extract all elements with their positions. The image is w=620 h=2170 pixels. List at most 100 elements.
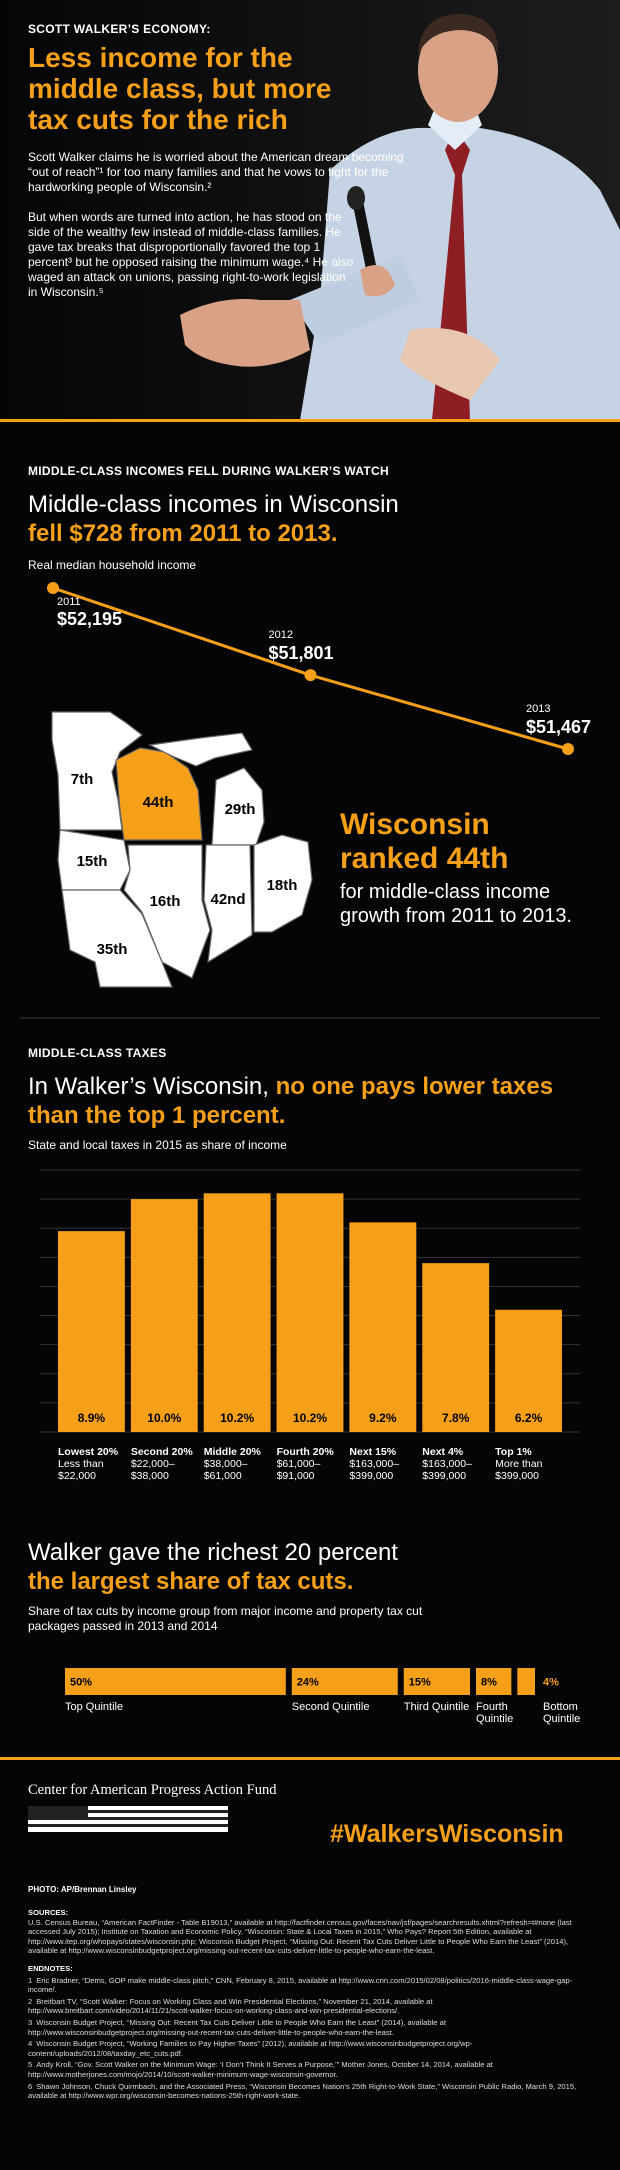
map-rank: 35th bbox=[97, 941, 128, 958]
bar-segment bbox=[403, 1668, 471, 1695]
endnote-text: Wisconsin Budget Project, “Working Famil… bbox=[28, 2039, 473, 2058]
chart-title-text: Walker gave the richest 20 percent bbox=[28, 1539, 398, 1566]
endnote: 6 Shawn Johnson, Chuck Quirmbach, and the… bbox=[28, 2082, 593, 2101]
value-label: $52,195 bbox=[57, 609, 122, 629]
value-label: 7.8% bbox=[442, 1411, 470, 1425]
sources-text: U.S. Census Bureau, “American FactFinder… bbox=[28, 1917, 572, 1956]
logo: Center for American Progress Action Fund bbox=[28, 1782, 277, 1798]
chart-title: Middle-class incomes in Wisconsin fell $… bbox=[28, 490, 598, 548]
bar bbox=[276, 1193, 344, 1432]
chart-title-emphasis: the largest share of tax cuts. bbox=[28, 1568, 354, 1595]
bar bbox=[495, 1309, 562, 1432]
endnote-number: 3 bbox=[28, 2017, 33, 2027]
value-label: 6.2% bbox=[515, 1411, 543, 1425]
x-tick-label: Top 1% More than $399,000 bbox=[495, 1446, 565, 1482]
category-range: $163,000–$399,000 bbox=[422, 1458, 472, 1482]
header-title: Less income for the middle class, but mo… bbox=[28, 42, 332, 135]
value-label: 4% bbox=[543, 1676, 559, 1688]
endnote: 1 Eric Bradner, “Dems, GOP make middle-cl… bbox=[28, 1976, 593, 1995]
chart-title-text: Middle-class incomes in Wisconsin bbox=[28, 491, 399, 518]
state bbox=[148, 732, 253, 767]
map-rank: 7th bbox=[71, 771, 94, 788]
value-label: 8% bbox=[481, 1676, 497, 1688]
x-tick-label: Second 20% $22,000–$38,000 bbox=[131, 1446, 201, 1482]
x-label: 2011 bbox=[57, 596, 81, 608]
bar bbox=[422, 1263, 490, 1432]
state bbox=[203, 844, 253, 964]
header-paragraph: But when words are turned into action, h… bbox=[28, 210, 354, 299]
value-label: 10.0% bbox=[147, 1411, 181, 1425]
category-name: Fourth 20% bbox=[276, 1446, 334, 1458]
map-rank: 44th bbox=[143, 794, 174, 811]
endnote-number: 4 bbox=[28, 2039, 33, 2049]
logo-flag bbox=[28, 1806, 228, 1832]
divider bbox=[0, 419, 620, 422]
sources-label: SOURCES: bbox=[28, 1908, 69, 1917]
legend-label: Third Quintile bbox=[403, 1701, 470, 1713]
chart-title-emphasis: fell $728 from 2011 to 2013. bbox=[28, 520, 338, 547]
legend-label: Fourth Quintile bbox=[476, 1701, 514, 1725]
x-tick-label: Middle 20% $38,000–$61,000 bbox=[204, 1446, 274, 1482]
x-label: 2012 bbox=[269, 629, 293, 641]
category-range: Less than $22,000 bbox=[58, 1458, 104, 1482]
callout: Wisconsin ranked 44th for middle-class i… bbox=[340, 808, 580, 928]
x-tick-label: Lowest 20% Less than $22,000 bbox=[58, 1446, 128, 1482]
line bbox=[52, 586, 569, 751]
category-name: Next 15% bbox=[349, 1446, 397, 1458]
chart-subtitle: Share of tax cuts by income group from m… bbox=[28, 1604, 423, 1633]
category-range: $61,000–$91,000 bbox=[276, 1458, 321, 1482]
category-name: Middle 20% bbox=[203, 1446, 261, 1458]
value-label: 10.2% bbox=[293, 1411, 327, 1425]
photo bbox=[180, 14, 620, 420]
map-rank: 18th bbox=[267, 877, 298, 894]
divider bbox=[0, 1757, 620, 1760]
endnote: 2 Breitbart TV, “Scott Walker: Focus on W… bbox=[28, 1997, 593, 2016]
category-range: $38,000–$61,000 bbox=[203, 1458, 248, 1482]
section-label: MIDDLE-CLASS INCOMES FELL DURING WALKER’… bbox=[28, 464, 389, 478]
category-name: Top 1% bbox=[495, 1446, 532, 1458]
endnote: 3 Wisconsin Budget Project, “Missing Out:… bbox=[28, 2018, 593, 2037]
value-label: $51,801 bbox=[269, 643, 334, 663]
bar bbox=[203, 1193, 271, 1432]
category-name: Second 20% bbox=[130, 1446, 193, 1458]
value-label: $51,467 bbox=[526, 717, 591, 737]
x-tick-label: Next 15% $163,000–$399,000 bbox=[349, 1446, 419, 1482]
endnote-text: Wisconsin Budget Project, “Missing Out: … bbox=[28, 2017, 446, 2037]
bar-segment bbox=[476, 1668, 512, 1695]
chart-subtitle: Real median household income bbox=[28, 558, 197, 572]
map-rank: 42nd bbox=[210, 891, 245, 908]
point bbox=[562, 743, 574, 755]
endnote: 4 Wisconsin Budget Project, “Working Fami… bbox=[28, 2039, 593, 2058]
category-name: Lowest 20% bbox=[58, 1446, 119, 1458]
bar-segment bbox=[291, 1668, 398, 1695]
state bbox=[61, 889, 173, 988]
endnote-number: 6 bbox=[28, 2081, 33, 2091]
endnote: 5 Andy Kroll, “Gov. Scott Walker on the M… bbox=[28, 2060, 593, 2079]
map-rank: 29th bbox=[225, 801, 256, 818]
bar bbox=[130, 1199, 198, 1432]
value-label: 50% bbox=[70, 1676, 92, 1688]
chart-title-text: In Walker’s Wisconsin, bbox=[28, 1073, 269, 1100]
value-label: 9.2% bbox=[369, 1411, 397, 1425]
header-paragraph: Scott Walker claims he is worried about … bbox=[28, 150, 404, 194]
state bbox=[123, 844, 211, 979]
bar-segment bbox=[517, 1668, 535, 1695]
legend-label: Second Quintile bbox=[291, 1701, 370, 1713]
endnote-number: 5 bbox=[28, 2060, 33, 2070]
endnote-text: Andy Kroll, “Gov. Scott Walker on the Mi… bbox=[28, 2060, 493, 2079]
map-rank: 16th bbox=[150, 893, 181, 910]
legend-label: Bottom Quintile bbox=[543, 1701, 581, 1725]
x-tick-label: Next 4% $163,000–$399,000 bbox=[422, 1446, 492, 1482]
endnote-text: Eric Bradner, “Dems, GOP make middle-cla… bbox=[28, 1975, 573, 1995]
section-label: MIDDLE-CLASS TAXES bbox=[28, 1046, 167, 1060]
category-range: More than $399,000 bbox=[495, 1458, 543, 1482]
chart-subtitle: State and local taxes in 2015 as share o… bbox=[28, 1138, 287, 1152]
value-label: 15% bbox=[409, 1676, 431, 1688]
state bbox=[253, 834, 313, 933]
value-label: 8.9% bbox=[78, 1411, 106, 1425]
callout-text: for middle-class income growth from 2011… bbox=[340, 881, 572, 927]
header-label: SCOTT WALKER’S ECONOMY: bbox=[28, 22, 211, 36]
bar bbox=[349, 1222, 417, 1432]
